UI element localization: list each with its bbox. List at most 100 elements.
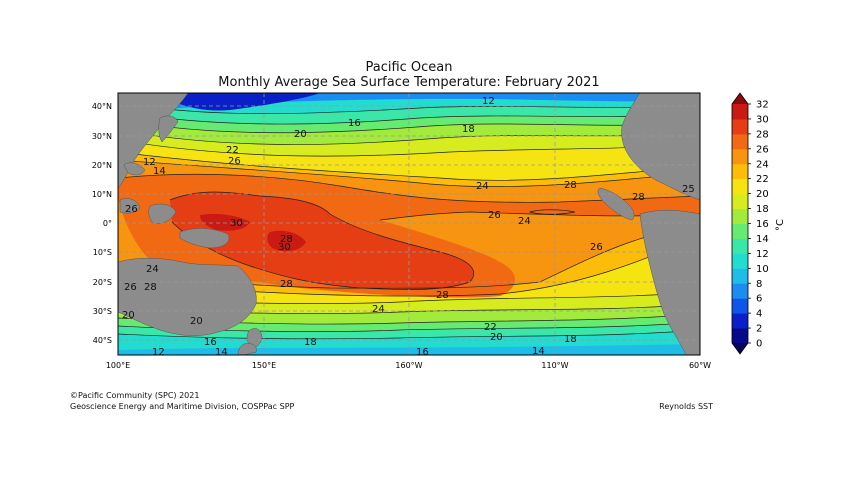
map-area: 12 18 16 20 22 26 24 28 30 14 12 26 26 2…: [118, 93, 700, 358]
colorbar-swatch: [732, 283, 748, 299]
lat-label: 30°N: [92, 132, 112, 141]
latitude-axis: 40°N 30°N 20°N 10°N 0° 10°S 20°S 30°S 40…: [92, 102, 112, 345]
cold-south-band: [118, 344, 700, 355]
new-guinea-island: [179, 228, 230, 249]
sulawesi-island: [148, 203, 177, 224]
lat-label: 40°S: [93, 336, 112, 345]
contour-label: 24: [372, 304, 385, 315]
lon-label: 110°W: [541, 361, 568, 370]
lat-label: 10°N: [92, 190, 112, 199]
colorbar-swatch: [732, 104, 748, 120]
colorbar-swatch: [732, 328, 748, 344]
contour-label: 12: [143, 157, 156, 168]
contour-label: 26: [228, 156, 241, 167]
contour-label: 24: [476, 181, 489, 192]
colorbar-tick-label: 30: [756, 114, 769, 125]
lat-label: 30°S: [93, 307, 112, 316]
new-zealand-north: [246, 328, 263, 348]
lon-label: 150°E: [252, 361, 276, 370]
central-america-landmass: [597, 187, 635, 221]
colorbar-tick-label: 32: [756, 100, 769, 111]
lat-label: 10°S: [93, 248, 112, 257]
colorbar-tick-label: 2: [756, 324, 762, 335]
colorbar-swatch: [732, 298, 748, 314]
data-source-label: Reynolds SST: [659, 402, 713, 411]
contour-label: 22: [484, 322, 497, 333]
contour-label: 25: [682, 184, 695, 195]
contour-label: 20: [190, 316, 203, 327]
contour-label: 14: [215, 347, 228, 358]
colorbar-swatch: [732, 118, 748, 135]
australia-landmass: [118, 257, 257, 336]
map-subtitle: Monthly Average Sea Surface Temperature:…: [218, 75, 600, 90]
colorbar-swatch: [732, 238, 748, 254]
contour-label: 28: [436, 290, 449, 301]
colorbar-tick-label: 8: [756, 279, 762, 290]
contour-label: 24: [518, 216, 531, 227]
lon-label: 60°W: [689, 361, 711, 370]
south-america-landmass: [639, 210, 700, 355]
contour-label: 26: [125, 204, 138, 215]
graticule: [118, 93, 700, 355]
band-32-plus-2: [267, 230, 306, 252]
colorbar-swatch: [732, 253, 748, 269]
contour-label: 24: [146, 264, 159, 275]
new-zealand-south: [237, 343, 257, 355]
colorbar-unit-label: °C: [775, 219, 786, 231]
colorbar-swatch: [732, 208, 748, 224]
colorbar-swatch: [732, 193, 748, 210]
very-cold-north: [180, 93, 320, 111]
credit-line-2: Geoscience Energy and Maritime Division,…: [70, 402, 295, 411]
colorbar-swatch: [732, 268, 748, 284]
borneo-island: [119, 198, 141, 214]
band-32-plus: [200, 213, 250, 231]
contour-label: 18: [462, 124, 475, 135]
contour-label: 16: [204, 337, 217, 348]
contour-label: 18: [304, 337, 317, 348]
contour-label: 28: [280, 279, 293, 290]
colorbar-swatch: [732, 223, 748, 239]
colorbar-tick-label: 26: [756, 144, 769, 155]
colorbar-tick-label: 20: [756, 189, 769, 200]
japan-islands: [158, 115, 179, 143]
colorbar-tick-label: 22: [756, 174, 769, 185]
colorbar-tick-label: 24: [756, 159, 769, 170]
contour-label: 26: [488, 210, 501, 221]
contour-label: 16: [348, 118, 361, 129]
lat-label: 40°N: [92, 102, 112, 111]
colorbar-tick-label: 0: [756, 339, 762, 350]
colorbar-tick-label: 12: [756, 249, 769, 260]
map-frame: [117, 92, 701, 356]
colorbar-swatch: [732, 178, 748, 195]
contour-label: 26: [124, 282, 137, 293]
colorbar-tick-label: 4: [756, 309, 762, 320]
contour-label: 28: [144, 282, 157, 293]
asia-landmass: [118, 93, 189, 189]
contour-label: 20: [294, 129, 307, 140]
band-30-32: [170, 192, 474, 290]
colorbar-extend-min: [732, 343, 748, 354]
lat-label: 20°N: [92, 161, 112, 170]
colorbar-tick-label: 6: [756, 294, 762, 305]
contour-label: 12: [482, 96, 495, 107]
contour-label: 18: [564, 334, 577, 345]
contour-label: 30: [230, 218, 243, 229]
contour-label: 28: [280, 234, 293, 245]
contour-label: 28: [564, 180, 577, 191]
lat-label: 0°: [103, 219, 112, 228]
taiwan-island: [123, 162, 146, 176]
longitude-axis: 100°E 150°E 160°W 110°W 60°W: [106, 361, 711, 370]
lat-label: 20°S: [93, 278, 112, 287]
colorbar-tick-label: 14: [756, 234, 769, 245]
contour-label: 12: [152, 347, 165, 358]
credit-line-1: ©Pacific Community (SPC) 2021: [70, 391, 200, 400]
north-america-landmass: [621, 93, 700, 201]
contour-label: 20: [122, 310, 135, 321]
contour-label: 26: [590, 242, 603, 253]
contour-label: 14: [153, 166, 166, 177]
colorbar-tick-label: 10: [756, 264, 769, 275]
contour-label: 16: [416, 347, 429, 358]
contour-labels: 12 18 16 20 22 26 24 28 30 14 12 26 26 2…: [122, 96, 695, 358]
colorbar-tick-label: 18: [756, 204, 769, 215]
